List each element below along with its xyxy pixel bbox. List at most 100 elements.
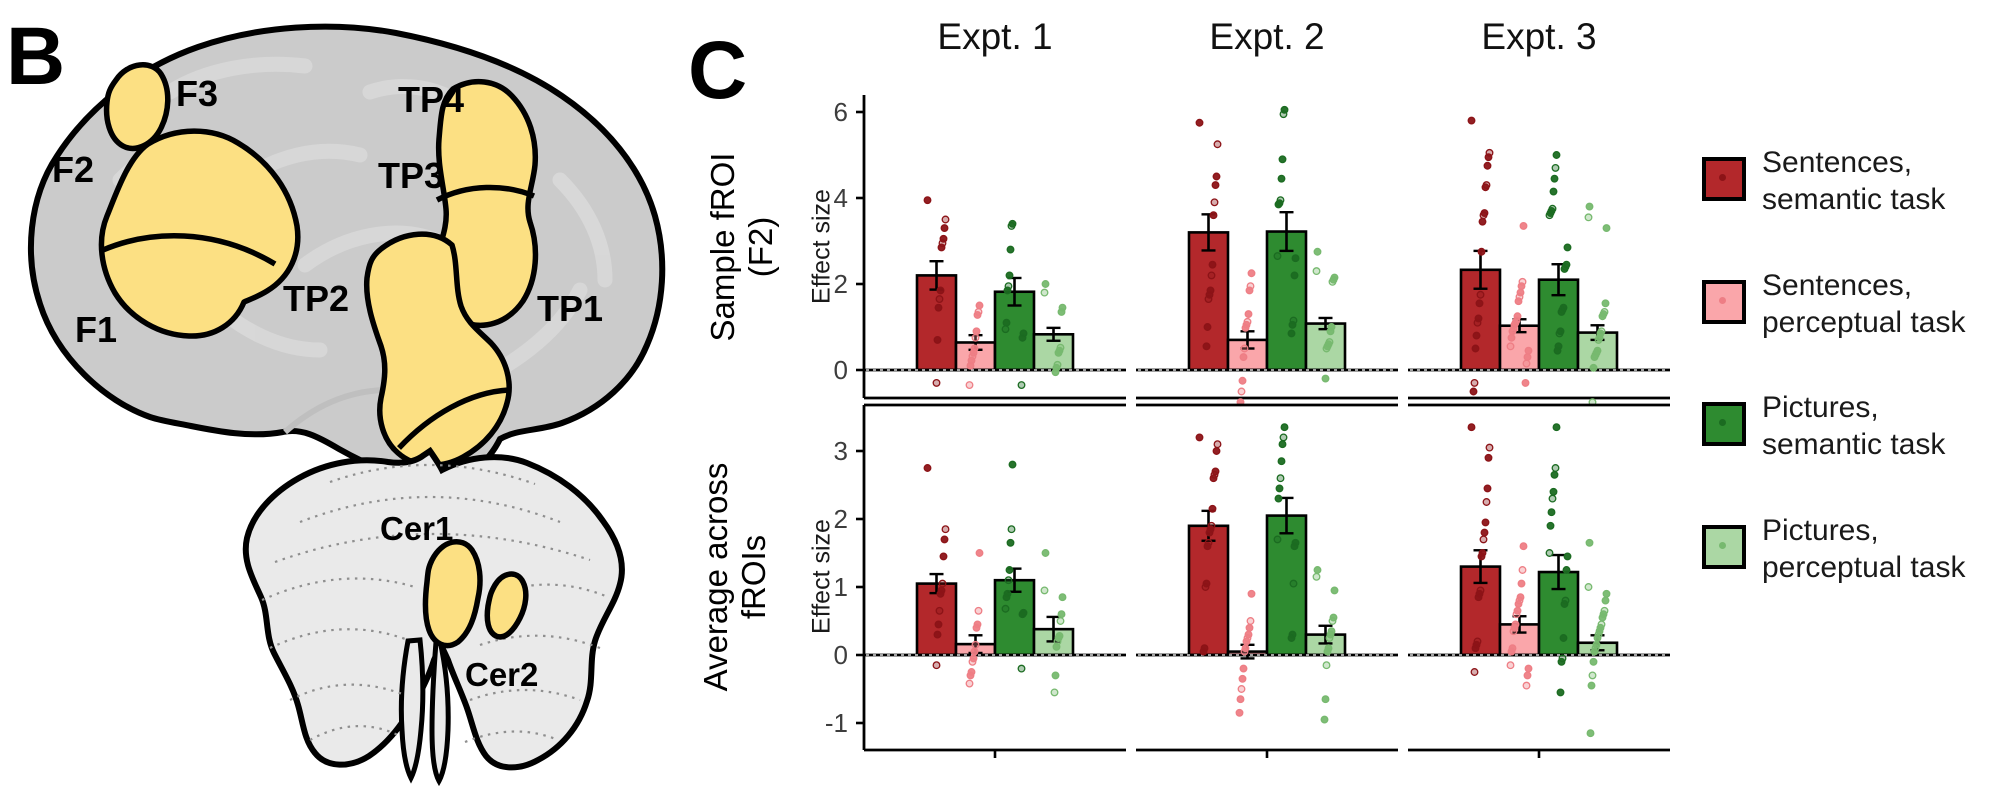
data-point-pictures-perceptual [1050,688,1059,697]
data-point-pictures-perceptual [1590,647,1599,656]
data-point-sentences-semantic [1477,552,1486,561]
data-point-sentences-semantic [1209,211,1218,220]
data-point-pictures-semantic [1007,221,1016,230]
data-point-sentences-semantic [1475,299,1484,308]
data-point-sentences-semantic [1212,172,1221,181]
data-point-sentences-perceptual [1237,685,1246,693]
data-point-sentences-semantic [1212,447,1221,455]
bar-pictures-semantic [1265,230,1308,372]
region-label-f2: F2 [52,149,95,190]
data-point-pictures-perceptual [1587,681,1596,690]
y-tick-label: -1 [825,708,848,738]
data-point-sentences-perceptual [1507,647,1516,656]
data-point-pictures-semantic [1549,487,1558,496]
data-point-sentences-semantic [1208,260,1217,269]
data-point-sentences-perceptual [971,333,980,342]
data-point-pictures-perceptual [1602,224,1611,233]
data-point-sentences-semantic [1483,484,1492,493]
data-point-sentences-semantic [1205,528,1214,537]
data-point-sentences-perceptual [1236,695,1245,704]
data-point-sentences-perceptual [1524,664,1533,673]
data-point-pictures-perceptual [1322,661,1331,670]
data-point-pictures-semantic [1004,576,1013,585]
y-tick-label: 2 [834,269,848,299]
data-point-pictures-semantic [1274,494,1283,503]
data-point-sentences-semantic [1481,183,1490,192]
legend-label-line: Pictures, [1762,391,1879,424]
data-point-sentences-perceptual [968,657,977,666]
data-point-sentences-perceptual [1509,627,1518,636]
froi-tp4-tp3 [432,78,539,328]
legend-swatch-sentences-perceptual [1702,280,1746,324]
data-point-sentences-perceptual [1235,708,1244,717]
legend-label-line: Pictures, [1762,514,1879,547]
data-point-sentences-semantic [1482,498,1491,506]
data-point-pictures-semantic [1273,252,1282,260]
data-point-sentences-semantic [1473,318,1482,327]
region-label-tp2: TP2 [283,278,350,319]
data-point-pictures-perceptual [1585,202,1594,211]
data-point-sentences-perceptual [973,311,982,319]
data-point-sentences-perceptual [1240,344,1249,353]
data-point-sentences-semantic [1203,542,1212,551]
data-point-pictures-semantic [1552,423,1561,432]
data-point-sentences-perceptual [1506,342,1515,351]
region-label-f1: F1 [75,309,118,350]
region-label-cer2: Cer2 [465,656,539,693]
data-point-pictures-perceptual [1325,634,1334,642]
data-point-sentences-semantic [938,579,947,588]
data-point-sentences-semantic [941,215,950,224]
data-point-pictures-semantic [1273,535,1282,544]
data-point-sentences-perceptual [1506,661,1515,670]
legend-dot-sentences-perceptual [1719,297,1726,304]
data-point-pictures-semantic [1560,600,1569,608]
data-point-pictures-perceptual [1052,642,1061,651]
data-point-sentences-semantic [1199,647,1208,656]
data-point-pictures-semantic [1290,542,1299,551]
data-point-sentences-semantic [1471,344,1480,353]
y-tick-label: 0 [834,640,848,670]
data-point-sentences-semantic [1484,453,1493,462]
data-point-pictures-semantic [1002,593,1011,602]
data-point-sentences-perceptual [1514,600,1523,608]
data-point-sentences-semantic [923,464,932,472]
data-point-sentences-semantic [1478,217,1487,226]
data-point-pictures-semantic [1275,484,1284,493]
data-point-pictures-semantic [1563,552,1572,561]
data-point-pictures-perceptual [1041,280,1050,288]
data-point-pictures-perceptual [1051,368,1060,377]
legend-label-line: perceptual task [1762,551,1966,584]
y-tick-label: 6 [834,97,848,127]
data-point-sentences-semantic [1474,593,1483,602]
data-point-sentences-perceptual [1507,333,1516,342]
data-point-pictures-perceptual [1040,586,1049,595]
data-point-pictures-semantic [1287,634,1296,642]
data-point-pictures-semantic [1549,187,1558,196]
data-point-sentences-semantic [1209,474,1218,483]
data-point-sentences-perceptual [1519,221,1528,230]
brain-illustration [27,23,666,787]
data-point-pictures-perceptual [1589,363,1598,372]
data-point-pictures-perceptual [1313,566,1322,574]
data-point-sentences-semantic [1469,387,1478,396]
data-point-sentences-semantic [1471,644,1480,653]
data-point-sentences-semantic [1467,423,1476,432]
data-point-pictures-perceptual [1326,327,1335,336]
data-point-pictures-perceptual [1313,247,1322,256]
data-point-sentences-semantic [1195,433,1204,442]
legend-swatch-sentences-semantic [1702,157,1746,201]
data-point-sentences-semantic [1467,116,1476,125]
column-title-expt2: Expt. 2 [1209,16,1325,57]
y-tick-label: 4 [834,183,848,213]
data-point-pictures-perceptual [1588,671,1597,680]
data-point-pictures-semantic [1288,320,1297,329]
data-point-pictures-semantic [1552,151,1561,159]
froi-cer1 [422,538,483,649]
data-point-pictures-perceptual [1321,374,1330,383]
data-point-sentences-semantic [933,335,942,344]
froi-cer2 [484,571,529,640]
data-point-sentences-perceptual [1524,346,1533,355]
data-point-pictures-perceptual [1058,593,1067,602]
data-point-sentences-perceptual [1246,617,1255,625]
